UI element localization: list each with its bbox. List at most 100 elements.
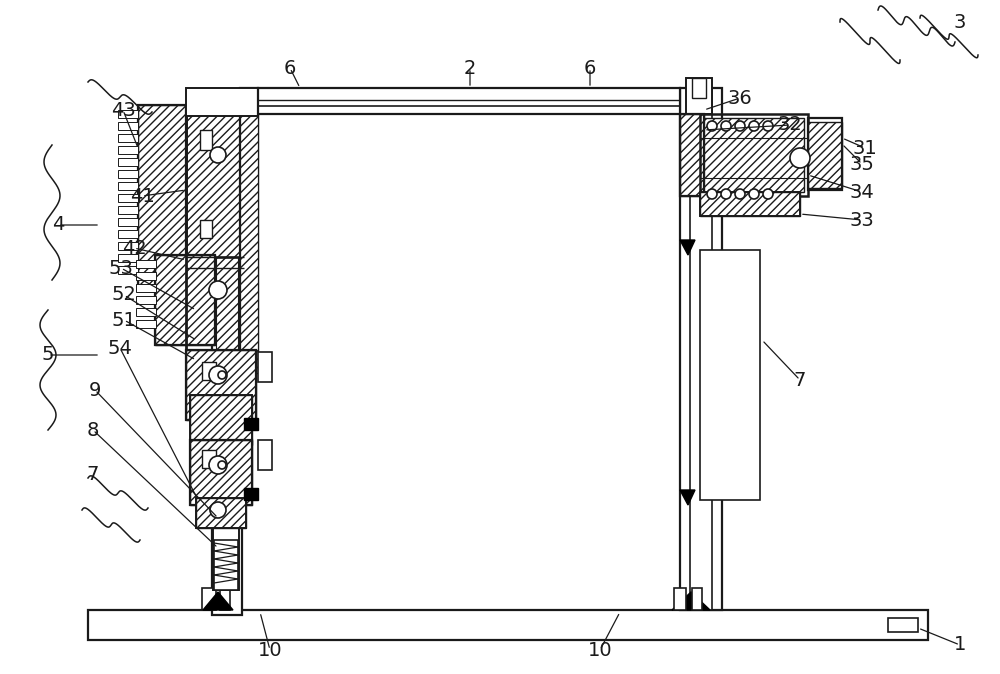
Bar: [686, 78, 712, 114]
Text: 53: 53: [109, 259, 133, 278]
Circle shape: [218, 371, 226, 379]
Bar: [680, 114, 704, 196]
Circle shape: [763, 189, 773, 199]
Bar: [136, 308, 156, 316]
Polygon shape: [244, 488, 258, 500]
Polygon shape: [203, 592, 233, 610]
Bar: [136, 296, 156, 304]
Bar: [700, 250, 760, 500]
Bar: [190, 440, 252, 505]
Bar: [138, 105, 186, 290]
Polygon shape: [244, 418, 258, 430]
Text: 2: 2: [464, 59, 476, 78]
Bar: [216, 95, 238, 515]
Text: 6: 6: [584, 59, 596, 78]
Circle shape: [749, 189, 759, 199]
Circle shape: [721, 121, 731, 131]
Bar: [220, 588, 230, 610]
Text: 34: 34: [850, 183, 874, 202]
Text: 7: 7: [87, 466, 99, 485]
Bar: [214, 540, 238, 590]
Polygon shape: [672, 592, 710, 610]
Circle shape: [209, 456, 227, 474]
Text: 35: 35: [850, 154, 874, 173]
Text: 41: 41: [130, 187, 154, 206]
Bar: [186, 88, 258, 116]
Text: 31: 31: [853, 138, 877, 158]
Text: 10: 10: [258, 640, 282, 659]
Bar: [136, 284, 156, 292]
Bar: [808, 122, 842, 188]
Bar: [186, 112, 256, 257]
Circle shape: [707, 121, 717, 131]
Bar: [258, 440, 272, 470]
Bar: [118, 146, 138, 154]
Bar: [202, 362, 216, 380]
Bar: [118, 158, 138, 166]
Text: 1: 1: [954, 636, 966, 654]
Text: 54: 54: [108, 338, 132, 357]
Polygon shape: [680, 490, 695, 505]
Bar: [138, 105, 186, 290]
Text: 33: 33: [850, 210, 874, 230]
Text: 52: 52: [112, 286, 136, 305]
Bar: [118, 170, 138, 178]
Bar: [240, 88, 258, 373]
Text: 6: 6: [284, 59, 296, 78]
Text: 10: 10: [588, 640, 612, 659]
Bar: [700, 192, 800, 216]
Circle shape: [790, 148, 810, 168]
Bar: [808, 118, 842, 190]
Bar: [200, 220, 212, 238]
Bar: [136, 260, 156, 268]
Bar: [118, 110, 138, 118]
Bar: [213, 510, 239, 590]
Circle shape: [763, 121, 773, 131]
Bar: [202, 450, 216, 468]
Bar: [200, 130, 212, 150]
Bar: [136, 272, 156, 280]
Bar: [212, 95, 242, 615]
Bar: [190, 395, 252, 445]
Bar: [186, 112, 256, 257]
Bar: [700, 192, 800, 216]
Circle shape: [735, 189, 745, 199]
Circle shape: [210, 502, 226, 518]
Bar: [258, 352, 272, 382]
Bar: [190, 395, 252, 445]
Bar: [118, 206, 138, 214]
Text: 51: 51: [112, 311, 136, 330]
Text: 36: 36: [728, 88, 752, 107]
Bar: [700, 114, 808, 196]
Bar: [202, 588, 216, 610]
Bar: [186, 350, 256, 420]
Circle shape: [209, 281, 227, 299]
Text: 3: 3: [954, 13, 966, 32]
Circle shape: [209, 366, 227, 384]
Bar: [118, 266, 138, 274]
Bar: [680, 114, 704, 196]
Bar: [186, 112, 244, 362]
Bar: [118, 230, 138, 238]
Bar: [240, 88, 258, 373]
Text: 7: 7: [794, 371, 806, 390]
Bar: [196, 498, 246, 528]
Bar: [118, 254, 138, 262]
Circle shape: [735, 121, 745, 131]
Bar: [196, 498, 246, 528]
Circle shape: [210, 147, 226, 163]
Bar: [674, 588, 686, 610]
Circle shape: [721, 189, 731, 199]
Circle shape: [218, 461, 226, 469]
Bar: [190, 440, 252, 505]
Bar: [155, 255, 215, 345]
Bar: [118, 182, 138, 190]
Circle shape: [707, 189, 717, 199]
Bar: [118, 134, 138, 142]
Text: 8: 8: [87, 421, 99, 439]
Text: 5: 5: [42, 346, 54, 365]
Text: 4: 4: [52, 216, 64, 235]
Bar: [118, 218, 138, 226]
Text: 9: 9: [89, 381, 101, 400]
Text: 32: 32: [778, 115, 802, 135]
